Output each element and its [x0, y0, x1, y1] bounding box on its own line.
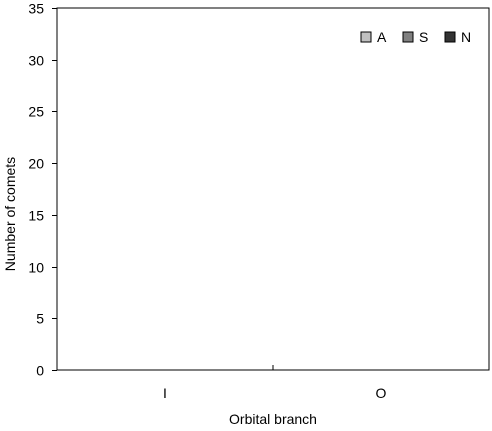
y-tick-label: 35 [28, 1, 44, 17]
y-tick-label: 10 [28, 260, 44, 276]
legend-swatch [360, 31, 372, 43]
y-axis-label: Number of comets [2, 157, 18, 271]
legend-label: A [377, 29, 387, 45]
axes [52, 7, 490, 371]
legend-label: S [419, 29, 428, 45]
x-axis-label: Orbital branch [229, 411, 317, 426]
plot-area [56, 7, 490, 371]
legend-swatch [444, 31, 456, 43]
y-tick-label: 30 [28, 53, 44, 69]
y-tick-label: 15 [28, 208, 44, 224]
y-tick-label: 0 [36, 363, 44, 379]
x-tick-label: O [376, 385, 387, 401]
x-tick-label: I [163, 385, 167, 401]
y-tick-label: 5 [36, 311, 44, 327]
y-tick-label: 20 [28, 156, 44, 172]
legend-swatch [402, 31, 414, 43]
y-tick-label: 25 [28, 104, 44, 120]
y-tick-labels: 0 5 10 15 20 25 30 35 [28, 1, 44, 379]
legend-label: N [461, 29, 471, 45]
